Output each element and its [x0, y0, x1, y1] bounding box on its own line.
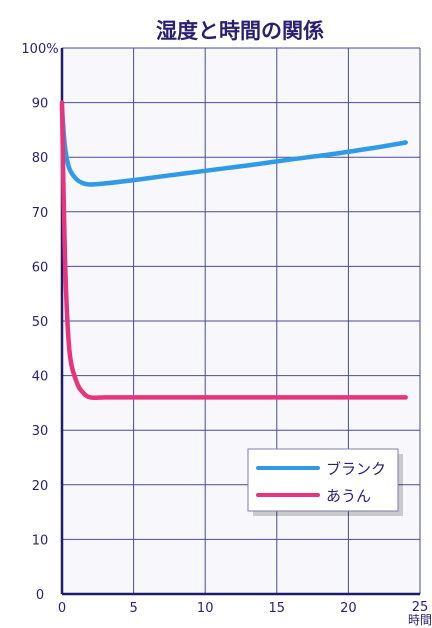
y-tick-label: 10 — [32, 533, 49, 548]
x-tick-label: 10 — [197, 601, 214, 616]
chart-title: 湿度と時間の関係 — [156, 19, 324, 43]
y-tick-label: 90 — [32, 97, 49, 112]
y-tick-label: 50 — [32, 315, 49, 330]
y-tick-label: 70 — [32, 206, 49, 221]
series-line-aun — [59, 100, 408, 401]
series-layer — [59, 100, 408, 401]
x-tick-label: 0 — [58, 601, 66, 616]
y-tick-label: 80 — [32, 151, 49, 166]
legend-box — [247, 448, 399, 512]
y-tick-label: 60 — [32, 260, 49, 275]
y-tick-labels: 0 10 20 30 40 50 60 70 80 90 100% — [21, 42, 58, 603]
y-tick-label: 40 — [32, 370, 49, 385]
x-tick-label: 20 — [340, 601, 357, 616]
legend: ブランク あうん — [247, 448, 403, 516]
y-tick-label: 30 — [32, 424, 49, 439]
x-tick-label: 15 — [269, 601, 286, 616]
y-tick-label: 20 — [32, 479, 49, 494]
legend-label-blank: ブランク — [326, 460, 386, 478]
y-tick-label: 100% — [21, 42, 58, 57]
y-tick-label: 0 — [36, 588, 44, 603]
x-tick-labels: 0 5 10 15 20 25 — [58, 600, 428, 616]
x-axis-label: 時間 — [408, 613, 432, 627]
x-tick-label: 5 — [129, 601, 137, 616]
legend-label-aun: あうん — [326, 487, 371, 505]
series-line-blank — [59, 105, 408, 187]
x-tick-label: 25 — [412, 600, 429, 615]
